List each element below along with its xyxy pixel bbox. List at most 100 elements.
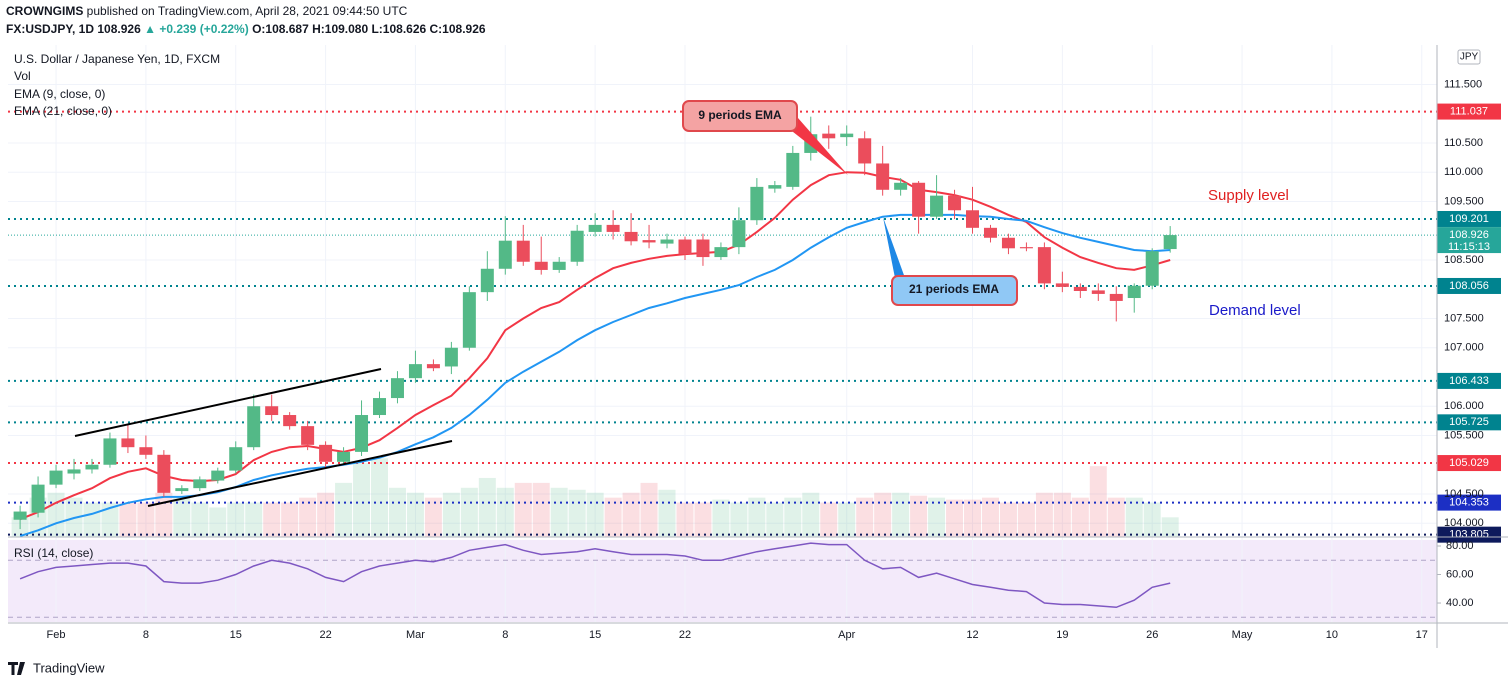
candle-body [858,138,872,164]
volume-bar [874,492,892,537]
candle-body [1163,235,1177,250]
change: ▲ +0.239 (+0.22%) [144,22,249,36]
trend-line [147,440,453,507]
candle-body [983,227,997,238]
candle-body [678,239,692,255]
volume-bar [1143,502,1161,537]
candle-body [840,133,854,138]
candle-body [588,224,602,232]
x-tick-label: 22 [679,629,691,641]
x-tick-label: 22 [319,629,331,641]
volume-bar [191,502,209,537]
y-tick-label: 111.500 [1444,78,1482,90]
volume-bar [946,499,964,537]
candle-body [103,438,117,465]
volume-bar [892,492,910,537]
candle-body [67,469,81,474]
candle-body [1037,247,1051,284]
rsi-legend: RSI (14, close) [14,546,93,560]
symbol-line: FX:USDJPY, 1D 108.926 ▲ +0.239 (+0.22%) … [6,22,486,36]
candle-body [157,454,171,493]
level-label: 109.201 [1449,213,1489,225]
volume-bar [137,502,155,537]
rsi-pane [8,540,1437,622]
rsi-tick-label: 40.00 [1446,597,1474,609]
candle-body [193,479,207,489]
level-label: 108.056 [1449,280,1489,292]
candle-body [462,292,476,348]
level-label: 106.433 [1449,375,1489,387]
level-label: 103.805 [1449,529,1489,541]
volume-bar [1071,497,1089,537]
level-label: 105.725 [1449,416,1489,428]
candles [13,116,1177,530]
y-tick-label: 110.000 [1444,166,1483,178]
candle-body [516,240,530,262]
callout-text: 21 periods EMA [909,282,999,296]
legend-item: EMA (21, close, 0) [14,104,112,118]
x-tick-label: Apr [838,629,855,641]
legend-item: Vol [14,69,31,83]
volume-bar [1089,466,1107,537]
callout-text: 9 periods EMA [698,108,782,122]
candle-body [229,447,243,471]
callout-pointer [788,118,848,175]
candle-body [121,438,135,448]
x-tick-label: 26 [1146,629,1158,641]
candle-body [642,240,656,243]
y-tick-label: 109.500 [1444,195,1484,207]
y-tick-label: 107.500 [1444,312,1484,324]
candle-body [301,426,315,445]
countdown: 11:15:13 [1448,241,1490,253]
volume-bar [496,487,514,537]
volume-bar [1035,492,1053,537]
volume-bar [335,482,353,537]
candle-body [696,239,710,258]
volume-bar [568,489,586,537]
x-tick-label: Mar [406,629,425,641]
symbol: FX:USDJPY, 1D [6,22,94,36]
currency-box [1457,49,1481,65]
volume-bar [999,502,1017,537]
volume-bar [227,502,245,537]
candle-body [750,186,764,221]
volume-bar [658,489,676,537]
candle-body [355,415,369,452]
level-label: 104.353 [1449,497,1489,509]
volume-bar [928,497,946,537]
volume-bar [155,492,173,537]
volume-bar [101,502,119,537]
candle-body [894,182,908,190]
volume-bar [838,502,856,537]
volume-bar [460,487,478,537]
volume-bar [604,497,622,537]
candle-body [390,378,404,399]
y-tick-label: 104.000 [1444,517,1484,529]
published: published on TradingView.com, April 28, … [87,4,408,18]
legend-item: U.S. Dollar / Japanese Yen, 1D, FXCM [14,52,220,66]
grid [8,45,1437,622]
logo [8,662,25,675]
footer [0,650,1508,688]
candle-body [283,415,297,427]
last: 108.926 [97,22,141,36]
candle-body [570,230,584,262]
x-tick-label: Feb [47,629,66,641]
candle-body [534,261,548,270]
volume-bar [766,502,784,537]
candle-body [1055,283,1069,287]
candle-body [13,511,27,520]
annotation: Demand level [1209,302,1301,319]
candle-body [1019,247,1033,249]
volume [11,458,1179,537]
candle-body [1145,251,1159,286]
candle-body [1091,290,1105,294]
volume-bar [514,482,532,537]
volume-bar [442,492,460,537]
volume-bar [1053,492,1071,537]
candle-body [660,239,674,244]
volume-bar [263,502,281,537]
volume-bar [1161,517,1179,537]
volume-bar [784,497,802,537]
